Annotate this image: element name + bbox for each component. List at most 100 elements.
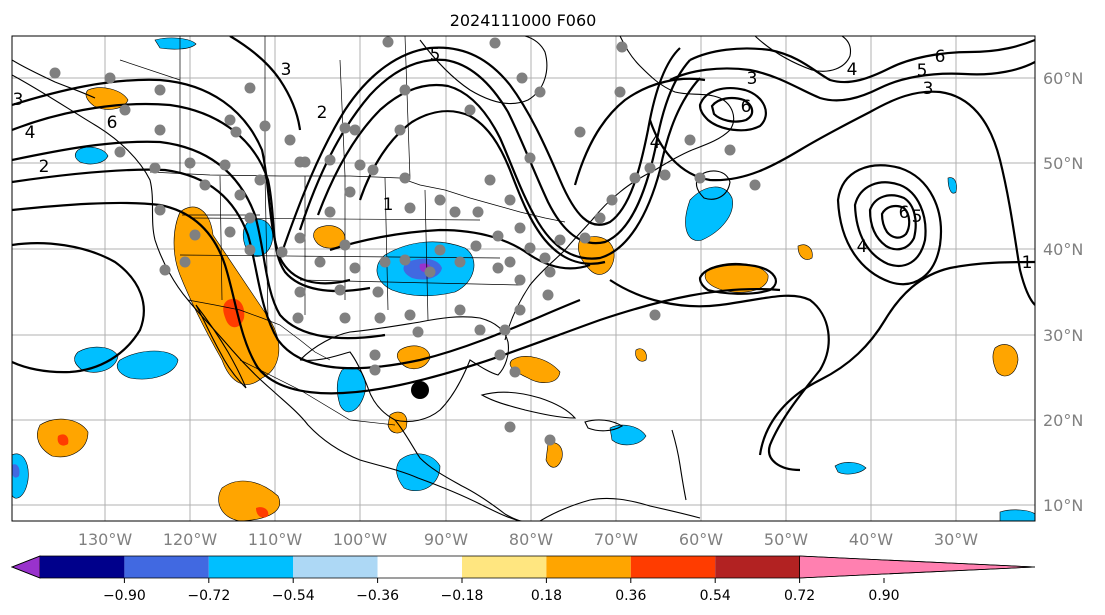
colorbar-segment bbox=[124, 556, 209, 578]
station-marker bbox=[230, 126, 242, 138]
station-marker bbox=[244, 82, 256, 94]
contour-closed-atlantic-3 bbox=[868, 194, 917, 251]
station-marker bbox=[399, 84, 411, 96]
station-marker bbox=[489, 37, 501, 49]
coastline-hudson-bay bbox=[419, 36, 548, 105]
station-marker bbox=[339, 312, 351, 324]
colorbar-tick-label: −0.36 bbox=[356, 588, 399, 604]
colorbar-outline bbox=[10, 555, 1036, 579]
station-marker bbox=[294, 286, 306, 298]
contour-ridge-1 bbox=[278, 46, 681, 259]
station-marker bbox=[354, 159, 366, 171]
border-us-canada bbox=[149, 171, 566, 223]
station-marker bbox=[492, 262, 504, 274]
station-marker bbox=[244, 244, 256, 256]
station-marker bbox=[504, 194, 516, 206]
latitude-label: 30°N bbox=[1043, 326, 1083, 345]
station-marker bbox=[524, 242, 536, 254]
colorbar-segment bbox=[208, 556, 294, 578]
station-marker bbox=[367, 164, 379, 176]
border-us-mexico bbox=[187, 299, 331, 361]
station-marker bbox=[614, 86, 626, 98]
contour-closed-atlantic-1 bbox=[836, 164, 942, 286]
contour-label: 3 bbox=[747, 69, 758, 89]
colorbar-tick-label: 0.54 bbox=[700, 588, 731, 604]
contour-atlantic-small-low bbox=[698, 263, 777, 295]
station-marker bbox=[606, 194, 618, 206]
station-marker bbox=[324, 154, 336, 166]
longitude-label: 50°W bbox=[764, 530, 808, 549]
colorbar-extend-high bbox=[799, 555, 1036, 579]
station-marker bbox=[454, 304, 466, 316]
border-mexico-interior bbox=[239, 359, 396, 426]
station-marker bbox=[374, 312, 386, 324]
longitude-labels: 130°W 120°W 110°W 100°W 90°W 80°W 70°W 60°W 50°W… bbox=[78, 530, 978, 549]
contour-trough-2 bbox=[12, 102, 371, 293]
station-marker bbox=[339, 122, 351, 134]
map-title: 2024111000 F060 bbox=[450, 11, 597, 30]
station-marker bbox=[372, 286, 384, 298]
station-marker bbox=[454, 256, 466, 268]
shaded-region-west-us-positive bbox=[173, 206, 280, 385]
shaded-region-pacific-northwest-negative bbox=[74, 146, 109, 165]
contour-label: 5 bbox=[430, 45, 441, 65]
station-marker bbox=[394, 124, 406, 136]
station-marker bbox=[294, 232, 306, 244]
station-marker bbox=[334, 284, 346, 296]
shaded-region-central-america-negative bbox=[396, 453, 441, 492]
colorbar-segment bbox=[40, 556, 125, 578]
station-marker bbox=[314, 256, 326, 268]
latitude-label: 50°N bbox=[1043, 154, 1083, 173]
station-marker bbox=[344, 186, 356, 198]
colorbar-tick-label: −0.90 bbox=[103, 588, 146, 604]
colorbar-segment bbox=[293, 556, 378, 578]
shaded-region-pacific-negative-2 bbox=[117, 350, 179, 380]
longitude-label: 60°W bbox=[679, 530, 723, 549]
contour-label: 6 bbox=[935, 47, 946, 67]
station-marker bbox=[154, 84, 166, 96]
contour-labels: 3 2 1 4 6 5 3 6 5 6 3 4 6 5 4 2 1 4 3 bbox=[13, 45, 1033, 273]
state-borders bbox=[119, 36, 566, 426]
colorbar-tick-label: −0.72 bbox=[187, 588, 230, 604]
longitude-label: 120°W bbox=[163, 530, 218, 549]
station-marker bbox=[324, 206, 336, 218]
station-marker bbox=[544, 434, 556, 446]
stations bbox=[49, 36, 761, 446]
contour-east-canada bbox=[573, 77, 706, 186]
contour-label: 4 bbox=[650, 133, 661, 153]
station-marker bbox=[472, 206, 484, 218]
station-marker bbox=[154, 204, 166, 216]
station-marker bbox=[224, 114, 236, 126]
station-marker bbox=[659, 169, 671, 181]
station-marker bbox=[349, 124, 361, 136]
station-marker bbox=[724, 144, 736, 156]
contour-label: 3 bbox=[281, 60, 292, 80]
shaded-region-nova-scotia-negative bbox=[685, 186, 733, 241]
station-marker bbox=[649, 309, 661, 321]
longitude-label: 110°W bbox=[248, 530, 303, 549]
station-marker bbox=[154, 124, 166, 136]
station-marker bbox=[504, 421, 516, 433]
storm-center-marker bbox=[411, 381, 429, 399]
contour-ridge-5 bbox=[329, 228, 591, 270]
colorbar-segment bbox=[630, 556, 716, 578]
station-marker bbox=[234, 189, 246, 201]
contour-label: 5 bbox=[917, 61, 928, 81]
colorbar-tick-label: 0.72 bbox=[784, 588, 815, 604]
coastline-hispaniola bbox=[584, 419, 624, 432]
shaded-region-pacific-negative-1 bbox=[74, 346, 119, 373]
contour-ridge-3 bbox=[316, 77, 701, 260]
station-marker bbox=[534, 86, 546, 98]
shaded-region-small-negative-2 bbox=[999, 509, 1035, 521]
station-marker bbox=[514, 222, 526, 234]
contour-atlantic-wave-5 bbox=[758, 260, 1035, 456]
contour-trough-4 bbox=[12, 168, 581, 370]
longitude-label: 40°W bbox=[849, 530, 893, 549]
contour-closed-atlantic-4 bbox=[880, 204, 911, 239]
station-marker bbox=[369, 349, 381, 361]
station-marker bbox=[259, 120, 271, 132]
contour-label: 6 bbox=[899, 203, 910, 223]
contour-atlantic-wave-1 bbox=[689, 38, 1035, 84]
shaded-region-east-atlantic-positive bbox=[992, 344, 1019, 377]
station-marker bbox=[574, 126, 586, 138]
